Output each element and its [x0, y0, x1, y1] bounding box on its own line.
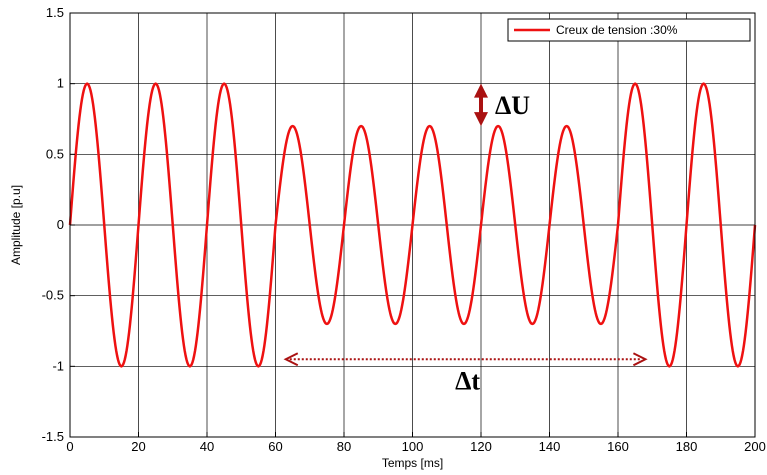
delta-u-label: ΔU [495, 91, 530, 120]
x-tick-label: 40 [200, 439, 214, 454]
delta-t-arrow-head-left [283, 352, 299, 367]
delta-u-arrow-head-up [474, 83, 488, 98]
x-tick-label: 80 [337, 439, 351, 454]
x-axis-label: Temps [ms] [382, 456, 443, 470]
x-tick-label: 0 [66, 439, 73, 454]
x-tick-label: 100 [402, 439, 424, 454]
tick-group: 0 20 40 60 80 100 120 140 160 180 200 -1.5 -1 -0.5 0 0.… [42, 5, 766, 454]
x-tick-label: 20 [131, 439, 145, 454]
series-group [68, 82, 757, 368]
delta-t-label: Δt [455, 366, 480, 395]
y-tick-label: 1 [57, 76, 64, 91]
delta-u-arrow-head-down [474, 112, 488, 127]
annotation-group: ΔU Δt [283, 83, 648, 395]
y-tick-label: 0.5 [46, 146, 64, 161]
series-line [68, 82, 757, 368]
legend-label: Creux de tension :30% [556, 23, 678, 37]
delta-t-arrow-head-right [632, 352, 648, 367]
x-tick-label: 200 [744, 439, 766, 454]
x-tick-label: 140 [539, 439, 561, 454]
legend: Creux de tension :30% [507, 18, 751, 42]
x-tick-label: 180 [676, 439, 698, 454]
y-tick-label: 1.5 [46, 5, 64, 20]
x-tick-label: 120 [470, 439, 492, 454]
y-tick-label: -1 [52, 358, 64, 373]
y-tick-label: -1.5 [42, 429, 64, 444]
y-tick-label: 0 [57, 217, 64, 232]
y-axis-label: Amplitude [p.u] [9, 185, 23, 265]
legend-box [507, 18, 751, 42]
x-tick-label: 60 [268, 439, 282, 454]
x-tick-label: 160 [607, 439, 629, 454]
y-tick-label: -0.5 [42, 288, 64, 303]
